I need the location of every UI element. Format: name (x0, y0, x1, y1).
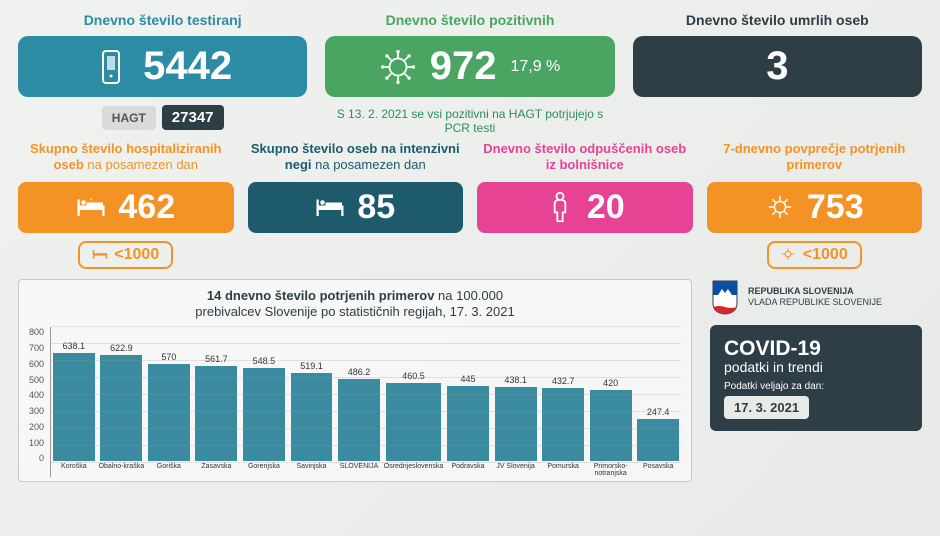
card-positive: Dnevno število pozitivnih 972 17,9 % S 1… (325, 12, 614, 135)
top-stat-row: Dnevno število testiranj 5442 HAGT 27347… (18, 12, 922, 135)
info-date: 17. 3. 2021 (724, 396, 809, 419)
bar-col: 460.5Osrednjeslovenska (384, 371, 444, 477)
positive-pill: 972 17,9 % (325, 36, 614, 97)
card-icu: Skupno število oseb na intenzivni negi n… (248, 141, 464, 269)
bar-col: 519.1Savinjska (289, 361, 335, 477)
hosp-title: Skupno število hospitaliziranih oseb na … (18, 141, 234, 174)
card-tests: Dnevno število testiranj 5442 HAGT 27347 (18, 12, 307, 135)
icu-pill: 85 (248, 182, 464, 233)
bar-col: 438.1JV Slovenija (493, 375, 539, 477)
mid-stat-row: Skupno število hospitaliziranih oseb na … (18, 141, 922, 269)
positive-title: Dnevno število pozitivnih (386, 12, 555, 28)
virus-icon (380, 49, 416, 85)
deaths-title: Dnevno število umrlih oseb (686, 12, 869, 28)
positive-value: 972 (430, 44, 497, 89)
hosp-badge: <1000 (78, 241, 173, 269)
bar-col: 420Primorsko-notranjska (588, 378, 634, 477)
icu-title: Skupno število oseb na intenzivni negi n… (248, 141, 464, 174)
tests-value: 5442 (143, 44, 232, 89)
bars-area: 638.1Koroška622.9Obalno-kraška570Goriška… (50, 327, 681, 477)
bed-small-icon (92, 247, 108, 263)
info-box: COVID-19 podatki in trendi Podatki velja… (710, 325, 922, 431)
y-axis: 8007006005004003002001000 (29, 327, 50, 477)
avg7-title: 7-dnevno povprečje potrjenih primerov (707, 141, 923, 174)
hagt-row: HAGT 27347 (102, 105, 224, 130)
card-discharged: Dnevno število odpuščenih oseb iz bolniš… (477, 141, 693, 269)
deaths-pill: 3 (633, 36, 922, 97)
person-icon (545, 192, 575, 222)
bar-col: 432.7Pomurska (540, 376, 586, 478)
tests-pill: 5442 (18, 36, 307, 97)
info-subheading: podatki in trendi (724, 359, 908, 375)
virus-small-icon (765, 192, 795, 222)
positive-pct: 17,9 % (510, 58, 560, 76)
deaths-value: 3 (766, 44, 788, 89)
avg7-badge: <1000 (767, 241, 862, 269)
hagt-label: HAGT (102, 106, 156, 130)
discharge-pill: 20 (477, 182, 693, 233)
bar-col: 638.1Koroška (51, 341, 97, 477)
icu-bed-icon (315, 192, 345, 222)
bar-col: 561.7Zasavska (194, 354, 240, 477)
card-deaths: Dnevno število umrlih oseb 3 (633, 12, 922, 135)
hagt-note: S 13. 2. 2021 se vsi pozitivni na HAGT p… (325, 107, 614, 135)
bar-col: 622.9Obalno-kraška (99, 343, 145, 477)
chart-title: 14 dnevno število potrjenih primerov na … (29, 288, 681, 322)
discharge-value: 20 (587, 188, 625, 227)
info-date-label: Podatki veljajo za dan: (724, 381, 908, 392)
hosp-pill: + 462 (18, 182, 234, 233)
regions-chart: 14 dnevno število potrjenih primerov na … (18, 279, 692, 483)
card-avg7: 7-dnevno povprečje potrjenih primerov 75… (707, 141, 923, 269)
gov-logo-row: REPUBLIKA SLOVENIJA VLADA REPUBLIKE SLOV… (710, 279, 922, 315)
discharge-title: Dnevno število odpuščenih oseb iz bolniš… (477, 141, 693, 174)
bottom-row: 14 dnevno število potrjenih primerov na … (18, 279, 922, 483)
bar-col: 247.4Posavska (635, 407, 681, 477)
bar-col: 548.5Gorenjska (241, 356, 287, 477)
svg-text:+: + (90, 197, 93, 203)
hagt-value: 27347 (162, 105, 224, 130)
bar-col: 486.2SLOVENIJA (336, 367, 382, 478)
bar-col: 445Podravska (445, 374, 491, 478)
avg7-pill: 753 (707, 182, 923, 233)
tests-title: Dnevno število testiranj (84, 12, 242, 28)
gov-text: REPUBLIKA SLOVENIJA VLADA REPUBLIKE SLOV… (748, 286, 882, 308)
info-heading: COVID-19 (724, 337, 908, 361)
hosp-value: 462 (118, 188, 175, 227)
bed-icon: + (76, 192, 106, 222)
avg7-value: 753 (807, 188, 864, 227)
virus-tiny-icon (781, 247, 797, 263)
slovenia-coat-icon (710, 279, 740, 315)
icu-value: 85 (357, 188, 395, 227)
card-hospitalized: Skupno število hospitaliziranih oseb na … (18, 141, 234, 269)
bar-col: 570Goriška (146, 352, 192, 477)
test-device-icon (93, 49, 129, 85)
info-panel: REPUBLIKA SLOVENIJA VLADA REPUBLIKE SLOV… (710, 279, 922, 483)
